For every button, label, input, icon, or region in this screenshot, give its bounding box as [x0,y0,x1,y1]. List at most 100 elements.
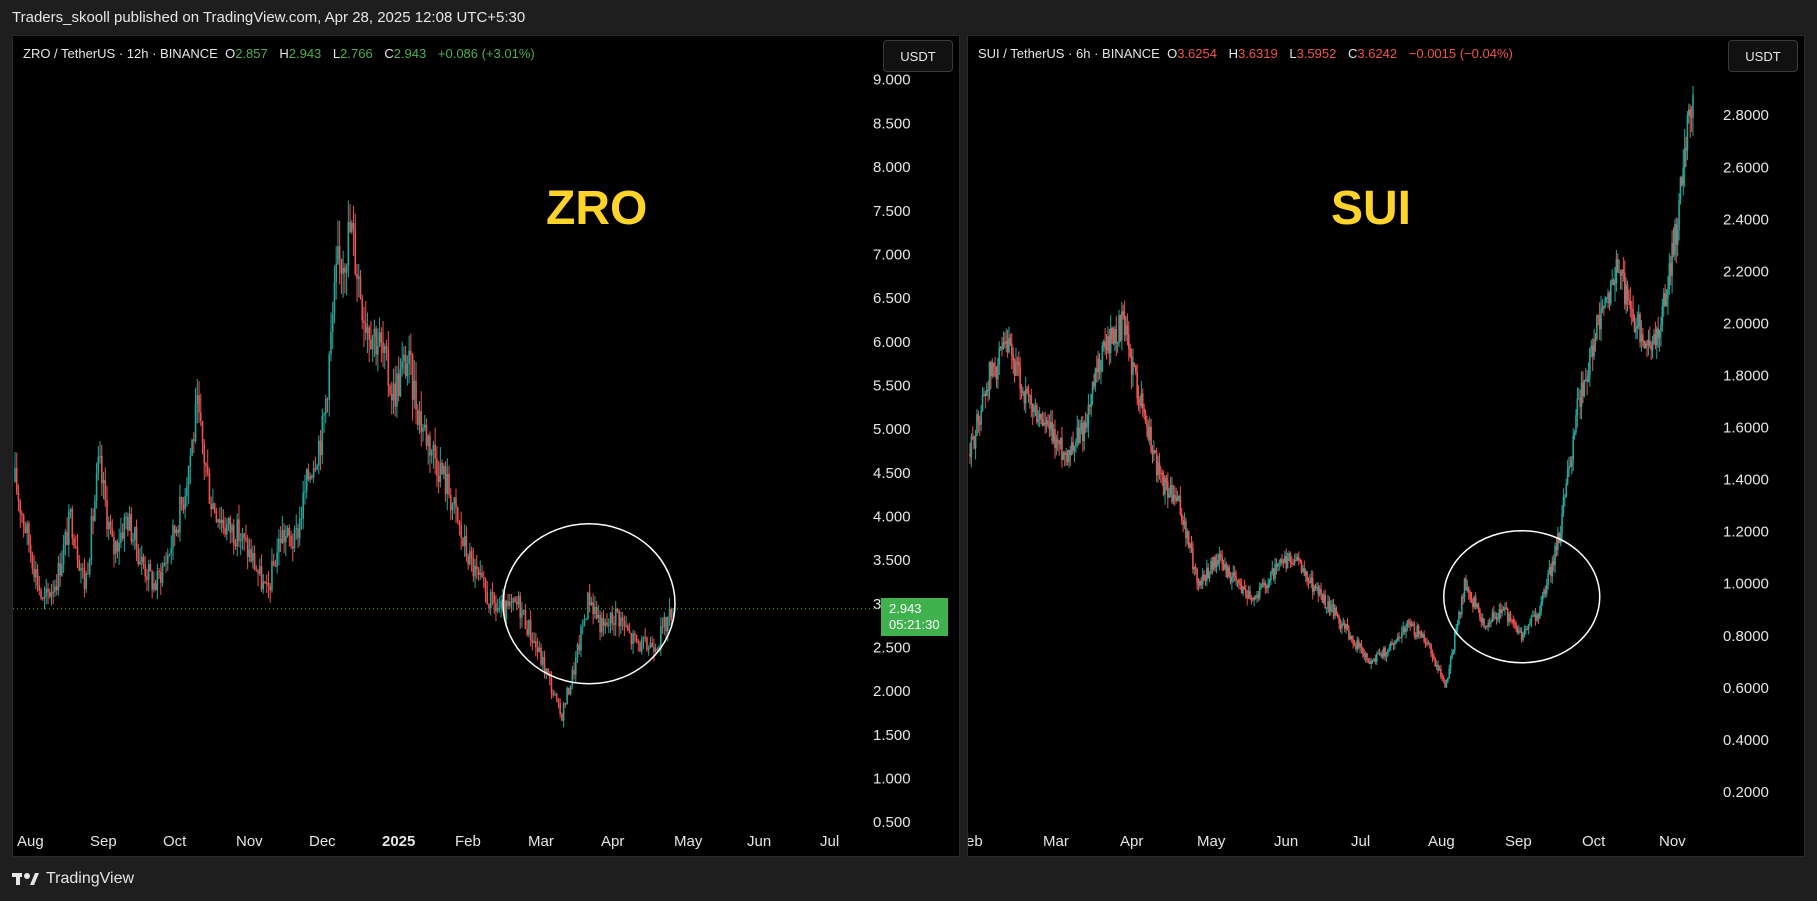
sui-candle-body [1250,598,1253,600]
sui-candle-body [1555,546,1558,550]
zro-candle-body [599,614,601,633]
zro-candle-body [130,513,133,542]
zro-candle-body [217,519,219,523]
sui-candle-body [1479,609,1481,618]
sui-candle-body [1544,590,1547,594]
sui-candle-body [1087,405,1090,426]
zro-candle-body [444,466,447,494]
sui-candle-body [1243,586,1246,590]
sui-candle-body [1564,497,1566,499]
sui-candle-body [1596,315,1598,340]
sui-candle-body [1413,624,1416,635]
sui-candle-body [1370,660,1373,664]
sui-candle-body [1321,593,1324,603]
zro-candle-body [467,555,469,565]
zro-candle-body [399,368,402,397]
sui-candle-body [1183,521,1186,526]
zro-chart-panel[interactable]: 9.000 8.500 8.000 7.500 7.000 6.500 6.000 5.500… [12,35,960,857]
zro-candle-body [481,572,483,578]
sui-candle-body [1571,459,1573,467]
sui-candle-body [1313,586,1315,592]
sui-candle-body [1030,395,1033,405]
sui-candle-body [1004,342,1006,344]
zro-x-tick: Jun [747,833,771,850]
sui-candle-body [1072,442,1074,451]
sui-candle-body [1647,340,1650,346]
sui-candle-body [1132,362,1134,375]
sui-candle-body [1635,328,1637,333]
sui-candle-body [1027,390,1030,397]
sui-candle-body [1036,405,1038,423]
zro-candle-body [114,541,117,555]
sui-candle-body [1350,636,1353,640]
zro-candle-body [521,610,523,618]
sui-candle-body [1217,560,1219,564]
zro-candle-body [139,561,141,565]
sui-currency-button[interactable]: USDT [1728,40,1798,72]
zro-chart-svg[interactable]: 9.000 8.500 8.000 7.500 7.000 6.500 6.000 5.500… [13,36,960,857]
zro-candle-body [265,582,268,584]
sui-candle-body [1160,472,1162,474]
sui-candle-body [1226,566,1229,577]
sui-candle-body [1518,631,1520,633]
zro-candle-body [24,526,27,534]
sui-candle-body [1299,559,1301,562]
sui-chart-panel[interactable]: 2.8000 2.6000 2.4000 2.2000 2.0000 1.8000 1.60… [967,35,1805,857]
sui-candle-body [1247,590,1250,599]
sui-candle-body [1253,597,1255,600]
zro-candle-body [156,570,159,590]
sui-candle-body [1144,412,1147,423]
zro-candle-body [74,546,77,548]
sui-candle-body [1203,574,1205,576]
zro-x-tick: Feb [455,833,481,850]
sui-candle-body [1519,631,1522,633]
sui-candle-body [1688,109,1690,116]
zro-candle-body [250,549,252,562]
zro-candle-body [15,468,18,493]
zro-candle-body [623,620,626,627]
zro-candle-body [121,532,124,539]
sui-candle-body [985,389,988,396]
footer-brand: TradingView [46,870,135,887]
zro-candle-body [309,475,311,480]
sui-candle-body [1314,586,1317,588]
sui-candle-body [1316,586,1318,588]
sui-candle-body [1554,546,1556,565]
sui-candle-body [1047,420,1049,426]
zro-candle-body [363,320,365,324]
sui-chart-svg[interactable]: 2.8000 2.6000 2.4000 2.2000 2.0000 1.8000 1.60… [968,36,1805,857]
sui-x-tick: Jun [1274,833,1298,850]
sui-candle-body [1245,589,1247,596]
sui-candle-body [1012,355,1014,361]
sui-candle-body [1490,621,1492,624]
sui-y-tick: 0.6000 [1723,680,1769,697]
sui-candle-body [1331,604,1333,606]
zro-candle-body [231,525,233,533]
zro-candle-body [458,521,461,526]
sui-candle-body [1545,585,1548,594]
zro-candle-body [472,558,475,577]
sui-candle-body [1612,280,1615,286]
zro-y-tick: 2.000 [873,683,911,700]
sui-candle-body [1024,388,1027,404]
sui-y-tick: 1.8000 [1723,368,1769,385]
zro-currency-button[interactable]: USDT [883,40,953,72]
sui-candle-body [1153,450,1155,455]
sui-candle-body [1310,577,1313,583]
zro-candle-body [290,535,292,547]
sui-candle-body [1686,115,1689,151]
sui-candle-body [1406,620,1409,628]
sui-candle-body [1118,315,1120,343]
zro-candle-body [212,503,214,510]
zro-candle-body [370,339,372,350]
zro-candle-body [38,585,41,591]
zro-candle-body [40,590,42,598]
zro-candle-body [601,618,603,633]
sui-candle-body [1232,572,1235,578]
sui-candle-body [1029,395,1031,397]
sui-candle-body [1147,426,1150,440]
sui-candle-body [1381,653,1384,657]
sui-candle-body [1364,653,1367,658]
zro-candle-body [635,635,638,642]
sui-candle-body [1005,341,1008,344]
